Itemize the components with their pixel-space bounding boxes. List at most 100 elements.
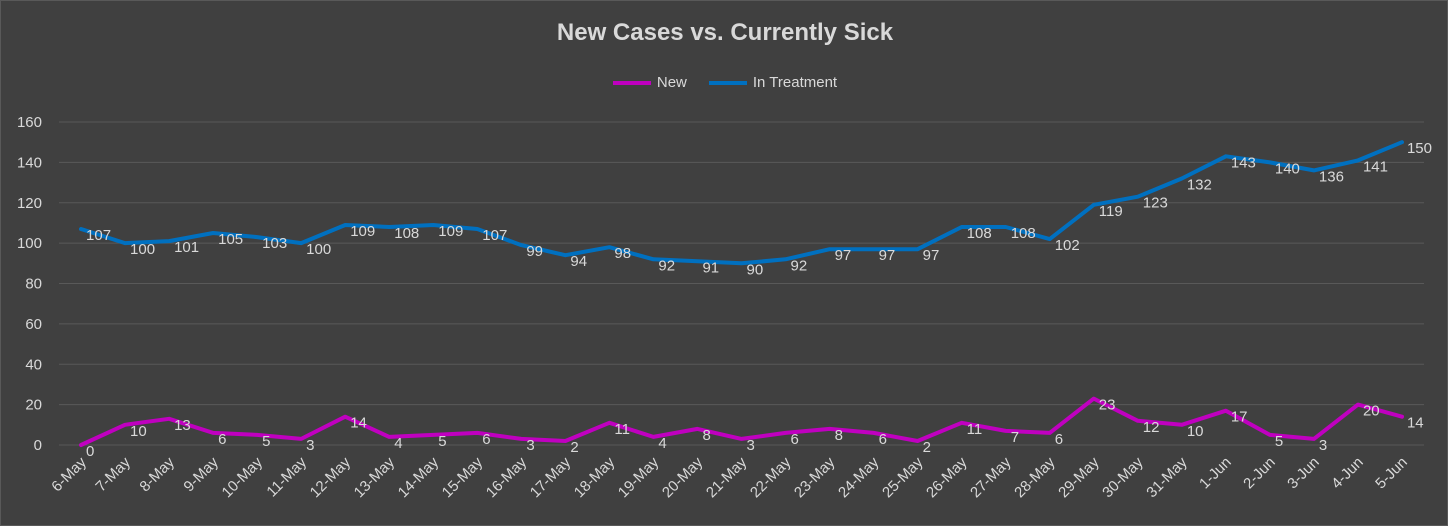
data-label-new: 20 bbox=[1363, 403, 1380, 420]
data-label-new: 12 bbox=[1143, 419, 1160, 436]
data-label-in-treatment: 108 bbox=[967, 225, 992, 242]
x-tick-label: 2-Jun bbox=[1240, 454, 1279, 493]
x-tick-label: 19-May bbox=[615, 453, 663, 501]
data-label-in-treatment: 140 bbox=[1275, 160, 1300, 177]
x-tick-label: 7-May bbox=[92, 453, 134, 495]
data-label-new: 10 bbox=[1187, 423, 1204, 440]
x-tick-label: 18-May bbox=[571, 453, 619, 501]
data-label-in-treatment: 108 bbox=[1011, 225, 1036, 242]
y-tick-label: 160 bbox=[17, 114, 42, 131]
data-label-in-treatment: 143 bbox=[1231, 154, 1256, 171]
data-label-new: 4 bbox=[394, 435, 402, 452]
data-label-in-treatment: 123 bbox=[1143, 195, 1168, 212]
data-label-in-treatment: 100 bbox=[130, 241, 155, 258]
legend-item-new: New bbox=[612, 74, 687, 91]
data-label-in-treatment: 108 bbox=[394, 225, 419, 242]
data-label-in-treatment: 92 bbox=[791, 257, 808, 274]
data-label-in-treatment: 107 bbox=[482, 227, 507, 244]
data-label-new: 6 bbox=[218, 431, 226, 448]
data-label-new: 13 bbox=[174, 417, 191, 434]
x-tick-label: 8-May bbox=[136, 453, 178, 495]
data-label-new: 5 bbox=[1275, 433, 1283, 450]
data-label-in-treatment: 150 bbox=[1407, 140, 1432, 157]
y-tick-label: 120 bbox=[17, 195, 42, 212]
data-label-in-treatment: 141 bbox=[1363, 158, 1388, 175]
data-label-in-treatment: 136 bbox=[1319, 168, 1344, 185]
legend-item-in-treatment: In Treatment bbox=[708, 74, 838, 91]
y-tick-label: 40 bbox=[25, 356, 42, 373]
y-tick-label: 80 bbox=[25, 276, 42, 293]
data-label-new: 10 bbox=[130, 423, 147, 440]
data-label-new: 5 bbox=[438, 433, 446, 450]
x-tick-label: 4-Jun bbox=[1328, 454, 1367, 493]
data-label-new: 17 bbox=[1231, 409, 1248, 426]
data-label-new: 14 bbox=[1407, 415, 1424, 432]
y-tick-label: 140 bbox=[17, 154, 42, 171]
data-label-in-treatment: 92 bbox=[658, 257, 675, 274]
x-tick-label: 26-May bbox=[923, 453, 971, 501]
data-label-new: 6 bbox=[879, 431, 887, 448]
data-label-new: 11 bbox=[967, 421, 983, 438]
data-label-in-treatment: 101 bbox=[174, 239, 199, 256]
data-label-in-treatment: 94 bbox=[570, 253, 587, 270]
y-tick-label: 20 bbox=[25, 397, 42, 414]
chart-title: New Cases vs. Currently Sick bbox=[556, 19, 894, 46]
legend-label-in-treatment: In Treatment bbox=[752, 74, 838, 91]
x-tick-label: 12-May bbox=[307, 453, 355, 501]
data-label-in-treatment: 103 bbox=[262, 235, 287, 252]
data-label-new: 3 bbox=[306, 437, 314, 454]
x-tick-label: 15-May bbox=[439, 453, 487, 501]
x-tick-label: 6-May bbox=[48, 453, 90, 495]
x-tick-label: 24-May bbox=[835, 453, 883, 501]
data-label-in-treatment: 109 bbox=[350, 223, 375, 240]
x-tick-label: 30-May bbox=[1099, 453, 1147, 501]
data-label-in-treatment: 107 bbox=[86, 227, 111, 244]
data-label-in-treatment: 97 bbox=[923, 247, 940, 264]
data-label-new: 8 bbox=[702, 427, 710, 444]
data-label-in-treatment: 97 bbox=[879, 247, 896, 264]
legend-swatch-in-treatment bbox=[708, 80, 747, 85]
x-tick-label: 23-May bbox=[791, 453, 839, 501]
data-label-in-treatment: 119 bbox=[1099, 203, 1123, 220]
data-label-in-treatment: 100 bbox=[306, 241, 331, 258]
y-tick-label: 0 bbox=[34, 437, 42, 454]
data-label-new: 3 bbox=[1319, 437, 1327, 454]
data-label-new: 3 bbox=[747, 437, 755, 454]
legend-swatch-new bbox=[612, 80, 651, 85]
data-label-new: 14 bbox=[350, 415, 367, 432]
data-label-new: 0 bbox=[86, 443, 94, 460]
x-tick-label: 3-Jun bbox=[1284, 454, 1323, 493]
x-tick-label: 22-May bbox=[747, 453, 795, 501]
data-label-in-treatment: 109 bbox=[438, 223, 463, 240]
x-tick-label: 5-Jun bbox=[1372, 454, 1411, 493]
x-tick-label: 16-May bbox=[483, 453, 531, 501]
data-label-new: 3 bbox=[526, 437, 534, 454]
x-tick-label: 1-Jun bbox=[1196, 454, 1235, 493]
data-label-new: 2 bbox=[923, 439, 931, 456]
data-label-new: 6 bbox=[791, 431, 799, 448]
data-label-new: 2 bbox=[570, 439, 578, 456]
y-tick-label: 60 bbox=[25, 316, 42, 333]
x-tick-label: 29-May bbox=[1055, 453, 1103, 501]
series-line-in-treatment bbox=[79, 140, 1404, 266]
x-tick-label: 27-May bbox=[967, 453, 1015, 501]
x-tick-label: 21-May bbox=[703, 453, 751, 501]
data-label-new: 7 bbox=[1011, 429, 1019, 446]
x-tick-label: 20-May bbox=[659, 453, 707, 501]
data-label-in-treatment: 90 bbox=[747, 261, 764, 278]
data-label-new: 4 bbox=[658, 435, 666, 452]
data-label-in-treatment: 98 bbox=[614, 245, 631, 262]
x-tick-label: 10-May bbox=[219, 453, 267, 501]
data-label-in-treatment: 99 bbox=[526, 243, 543, 260]
x-tick-label: 17-May bbox=[527, 453, 575, 501]
x-tick-label: 31-May bbox=[1143, 453, 1191, 501]
data-label-new: 8 bbox=[835, 427, 843, 444]
data-label-new: 6 bbox=[482, 431, 490, 448]
series-line-new bbox=[79, 396, 1404, 447]
x-tick-label: 25-May bbox=[879, 453, 927, 501]
legend: New In Treatment bbox=[1, 74, 1448, 91]
data-label-new: 11 bbox=[614, 421, 630, 438]
data-label-in-treatment: 91 bbox=[702, 259, 719, 276]
